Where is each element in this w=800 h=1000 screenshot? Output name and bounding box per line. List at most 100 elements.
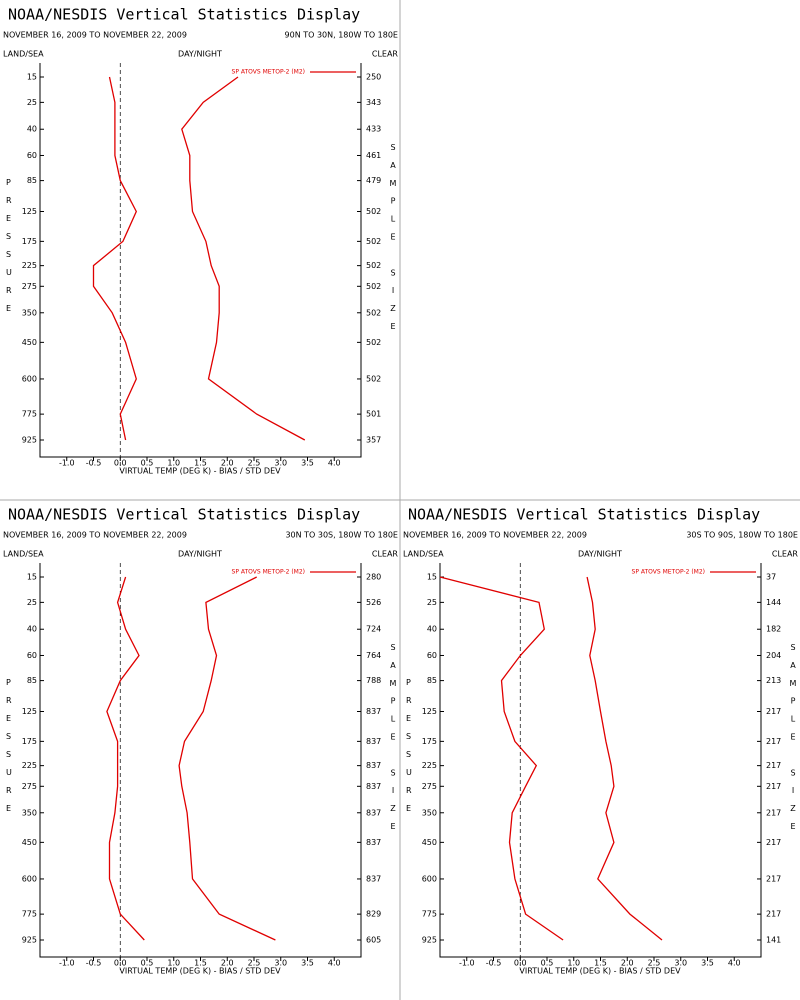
sample-size: 502 [366, 237, 381, 246]
x-tick-label: 2.5 [248, 959, 261, 968]
chart-panel: NOAA/NESDIS Vertical Statistics Display N… [403, 506, 798, 976]
y-tick-label: 60 [27, 651, 37, 660]
y-tick-label: 225 [22, 761, 37, 770]
sample-size: 837 [366, 838, 381, 847]
date-range: NOVEMBER 16, 2009 TO NOVEMBER 22, 2009 [3, 531, 187, 540]
y-tick-label: 25 [27, 98, 37, 107]
y-tick-label: 225 [422, 761, 437, 770]
y-tick-label: 40 [27, 625, 37, 634]
x-tick-label: 1.0 [567, 959, 580, 968]
chart-title: NOAA/NESDIS Vertical Statistics Display [8, 506, 360, 524]
x-tick-label: 2.0 [221, 459, 234, 468]
x-tick-label: 1.5 [194, 959, 207, 968]
y-tick-label: 600 [22, 874, 37, 883]
profile-line [92, 76, 138, 441]
legend-label: SP ATOVS METOP-2 (M2) [632, 569, 705, 576]
y-tick-label: 85 [27, 176, 37, 185]
y-tick-label: 125 [22, 707, 37, 716]
x-tick-label: -1.0 [459, 959, 475, 968]
land-sea: LAND/SEA [3, 50, 44, 59]
sample-size: 461 [366, 151, 381, 160]
y-tick-label: 225 [22, 261, 37, 270]
sample-size: 502 [366, 374, 381, 383]
sample-size: 502 [366, 207, 381, 216]
y-tick-label: 925 [422, 936, 437, 945]
y-tick-label: 15 [27, 73, 37, 82]
region: 30S TO 90S, 180W TO 180E [686, 531, 798, 540]
sample-size: 829 [366, 910, 381, 919]
x-tick-label: 3.0 [274, 959, 287, 968]
sample-size: 217 [766, 874, 781, 883]
x-tick-label: -0.5 [486, 959, 502, 968]
x-tick-label: 3.5 [301, 459, 314, 468]
chart-title: NOAA/NESDIS Vertical Statistics Display [408, 506, 760, 524]
x-tick-label: 1.0 [167, 459, 180, 468]
y-tick-label: 175 [422, 737, 437, 746]
sample-size: 837 [366, 761, 381, 770]
x-tick-label: -0.5 [86, 959, 102, 968]
x-tick-label: 3.0 [274, 459, 287, 468]
y-tick-label: 15 [427, 573, 437, 582]
sample-size: 141 [766, 936, 781, 945]
sample-size: 343 [366, 98, 381, 107]
y-tick-label: 275 [22, 782, 37, 791]
land-sea: LAND/SEA [3, 550, 44, 559]
profile-line [106, 576, 145, 941]
y-tick-label: 60 [427, 651, 437, 660]
sample-size: 204 [766, 651, 781, 660]
x-tick-label: -1.0 [59, 959, 75, 968]
chart-panel: NOAA/NESDIS Vertical Statistics Display N… [3, 6, 398, 476]
sample-size: 502 [366, 261, 381, 270]
chart-title: NOAA/NESDIS Vertical Statistics Display [8, 6, 360, 24]
sample-size: 502 [366, 308, 381, 317]
sample-size: 213 [766, 676, 781, 685]
date-range: NOVEMBER 16, 2009 TO NOVEMBER 22, 2009 [403, 531, 587, 540]
x-tick-label: 0.0 [114, 459, 127, 468]
x-tick-label: 3.5 [301, 959, 314, 968]
profile-line [439, 576, 564, 941]
day-night: DAY/NIGHT [178, 550, 222, 559]
y-tick-label: 350 [22, 308, 37, 317]
y-tick-label: 450 [22, 838, 37, 847]
x-tick-label: 1.5 [594, 959, 607, 968]
date-range: NOVEMBER 16, 2009 TO NOVEMBER 22, 2009 [3, 31, 187, 40]
profile-line [181, 76, 306, 441]
sample-size: 837 [366, 737, 381, 746]
y-tick-label: 775 [22, 410, 37, 419]
x-tick-label: 0.5 [141, 959, 154, 968]
x-axis-label: VIRTUAL TEMP (DEG K) - BIAS / STD DEV [519, 967, 681, 976]
y-tick-label: 25 [27, 598, 37, 607]
profile-line [586, 576, 663, 941]
clear: CLEAR [372, 550, 399, 559]
region: 30N TO 30S, 180W TO 180E [285, 531, 398, 540]
x-axis-label: VIRTUAL TEMP (DEG K) - BIAS / STD DEV [119, 967, 281, 976]
y-tick-label: 925 [22, 936, 37, 945]
sample-size: 182 [766, 625, 781, 634]
x-tick-label: 2.0 [621, 959, 634, 968]
y-tick-label: 275 [422, 782, 437, 791]
y-tick-label: 925 [22, 436, 37, 445]
land-sea: LAND/SEA [403, 550, 444, 559]
x-tick-label: 0.5 [141, 459, 154, 468]
sample-size: 837 [366, 808, 381, 817]
sample-size: 217 [766, 808, 781, 817]
y-tick-label: 60 [27, 151, 37, 160]
y-tick-label: 125 [422, 707, 437, 716]
y-tick-label: 775 [22, 910, 37, 919]
x-tick-label: 4.0 [328, 459, 341, 468]
x-tick-label: 0.0 [514, 959, 527, 968]
y-tick-label: 450 [422, 838, 437, 847]
x-tick-label: 3.5 [701, 959, 714, 968]
legend-label: SP ATOVS METOP-2 (M2) [232, 569, 305, 576]
y-tick-label: 15 [27, 573, 37, 582]
sample-size: 837 [366, 874, 381, 883]
y-tick-label: 85 [27, 676, 37, 685]
x-tick-label: 0.5 [541, 959, 554, 968]
sample-size: 724 [366, 625, 381, 634]
y-tick-label: 40 [427, 625, 437, 634]
legend-label: SP ATOVS METOP-2 (M2) [232, 69, 305, 76]
